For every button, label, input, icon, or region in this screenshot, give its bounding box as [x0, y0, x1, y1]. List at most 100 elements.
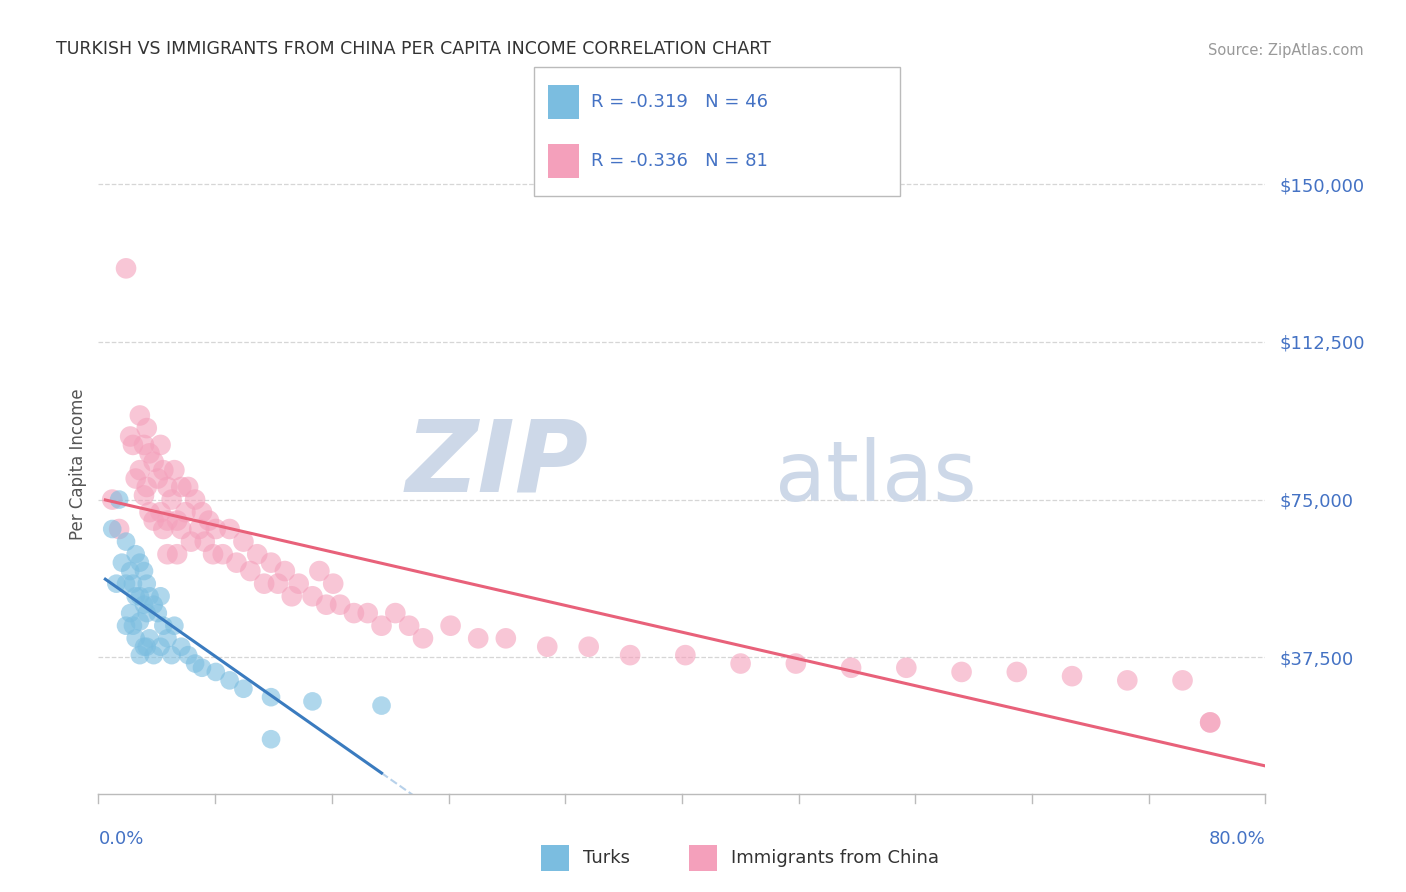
Point	[149, 438, 172, 452]
Point	[267, 576, 290, 591]
Point	[1199, 715, 1222, 730]
Point	[138, 589, 160, 603]
Point	[163, 618, 186, 632]
Point	[115, 534, 138, 549]
Point	[329, 598, 352, 612]
Point	[142, 455, 165, 469]
Point	[198, 514, 221, 528]
Point	[730, 657, 752, 671]
Point	[218, 673, 240, 688]
Point	[122, 576, 145, 591]
Point	[146, 606, 169, 620]
Point	[149, 505, 172, 519]
Text: atlas: atlas	[775, 436, 977, 517]
Point	[122, 618, 145, 632]
Point	[619, 648, 641, 662]
Point	[128, 589, 150, 603]
Point	[785, 657, 807, 671]
Point	[170, 522, 193, 536]
Point	[180, 534, 202, 549]
Point	[194, 534, 217, 549]
Point	[191, 661, 214, 675]
Point	[156, 547, 179, 561]
Point	[225, 556, 247, 570]
Point	[191, 505, 214, 519]
Point	[108, 492, 131, 507]
Point	[343, 606, 366, 620]
Text: Turks: Turks	[583, 849, 630, 867]
Point	[142, 514, 165, 528]
Point	[166, 514, 188, 528]
Point	[132, 488, 155, 502]
Point	[149, 640, 172, 654]
Point	[152, 463, 174, 477]
Point	[315, 598, 337, 612]
Point	[101, 492, 124, 507]
Point	[125, 632, 148, 646]
Point	[1060, 669, 1083, 683]
Point	[239, 564, 262, 578]
Point	[301, 694, 323, 708]
Point	[260, 690, 283, 705]
Point	[152, 522, 174, 536]
Point	[184, 492, 207, 507]
Text: ZIP: ZIP	[405, 416, 589, 512]
Text: R = -0.319   N = 46: R = -0.319 N = 46	[591, 93, 768, 111]
Point	[132, 598, 155, 612]
Point	[125, 547, 148, 561]
Point	[281, 589, 304, 603]
Point	[138, 505, 160, 519]
Point	[128, 556, 150, 570]
Point	[115, 261, 138, 276]
Point	[896, 661, 918, 675]
Point	[1199, 715, 1222, 730]
Point	[135, 421, 157, 435]
Point	[246, 547, 269, 561]
Point	[322, 576, 344, 591]
Point	[120, 564, 142, 578]
Point	[105, 576, 128, 591]
Point	[370, 698, 392, 713]
Point	[170, 640, 193, 654]
Point	[177, 648, 200, 662]
Point	[170, 480, 193, 494]
Point	[120, 429, 142, 443]
Text: R = -0.336   N = 81: R = -0.336 N = 81	[591, 153, 768, 170]
Point	[839, 661, 862, 675]
Point	[101, 522, 124, 536]
Point	[125, 471, 148, 485]
Point	[115, 576, 138, 591]
Point	[135, 480, 157, 494]
Point	[211, 547, 233, 561]
Point	[111, 556, 134, 570]
Point	[128, 648, 150, 662]
Point	[232, 534, 254, 549]
Point	[202, 547, 225, 561]
Point	[135, 576, 157, 591]
Point	[439, 618, 461, 632]
Point	[398, 618, 420, 632]
Point	[308, 564, 330, 578]
Point	[578, 640, 600, 654]
Text: Immigrants from China: Immigrants from China	[731, 849, 939, 867]
Point	[188, 522, 211, 536]
Point	[128, 615, 150, 629]
Point	[174, 505, 197, 519]
Point	[467, 632, 489, 646]
Text: 0.0%: 0.0%	[98, 830, 143, 848]
Point	[204, 522, 226, 536]
Point	[177, 480, 200, 494]
Point	[218, 522, 240, 536]
Point	[495, 632, 517, 646]
Point	[166, 547, 188, 561]
Point	[412, 632, 434, 646]
Point	[950, 665, 973, 679]
Point	[204, 665, 226, 679]
Point	[160, 492, 183, 507]
Point	[253, 576, 276, 591]
Point	[142, 598, 165, 612]
Point	[132, 564, 155, 578]
Point	[160, 648, 183, 662]
Point	[1005, 665, 1028, 679]
Point	[149, 589, 172, 603]
